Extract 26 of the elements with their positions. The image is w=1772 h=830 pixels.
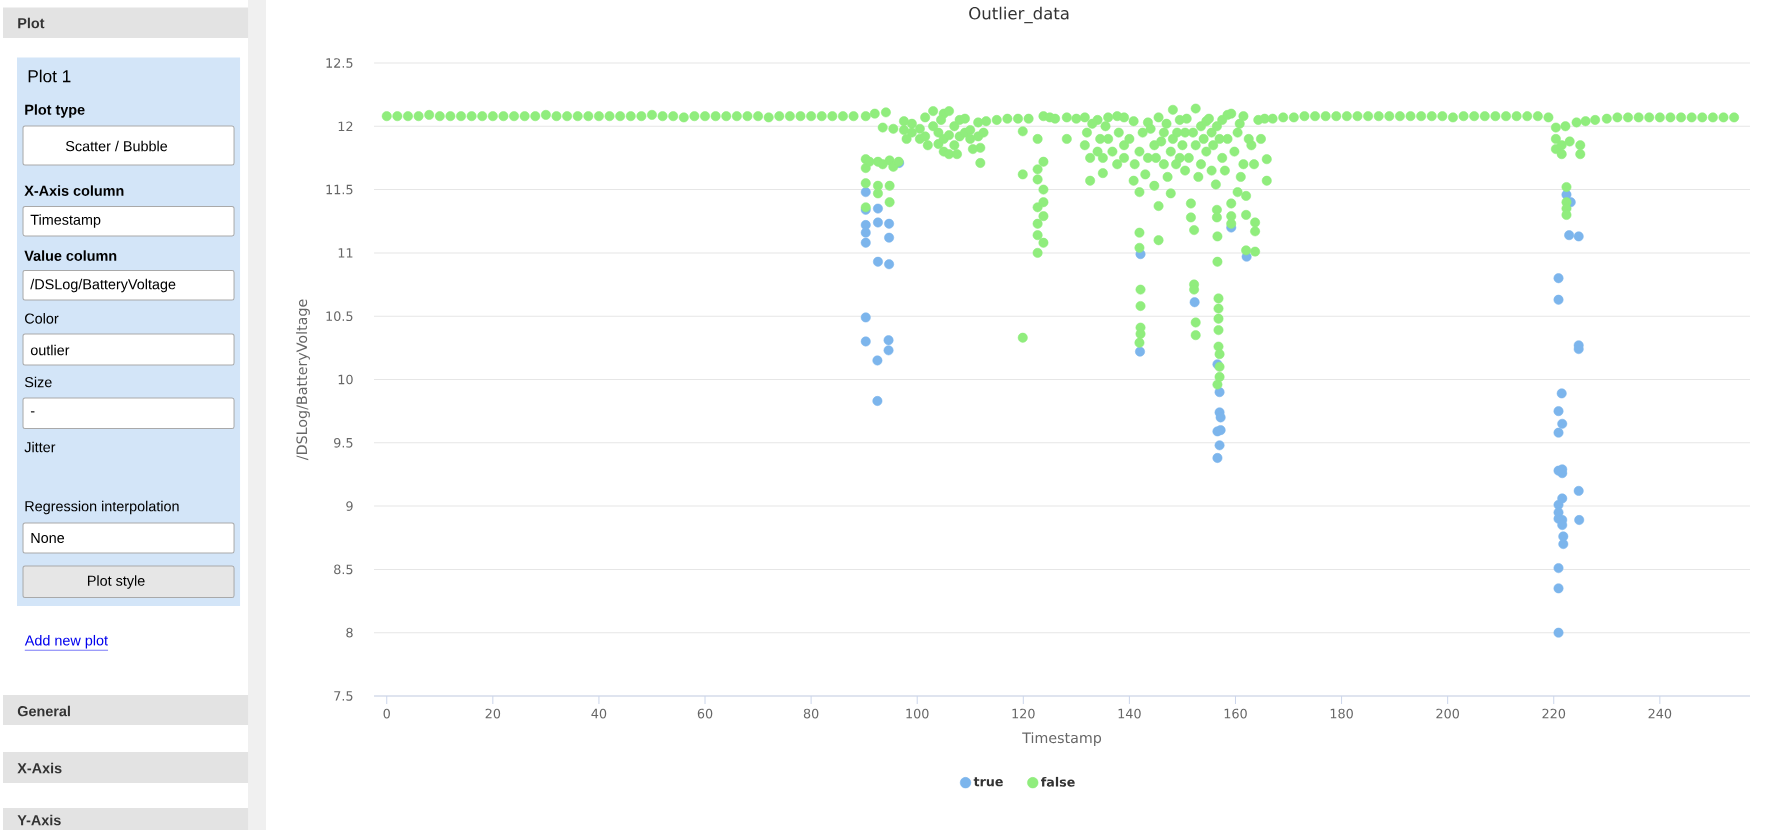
text: Plot 1 (28, 69, 71, 83)
text: Plot style (88, 575, 145, 589)
text: Plot (18, 17, 45, 29)
x-tick-label: 220 (1542, 708, 1566, 719)
text: Jitter (24, 441, 56, 453)
text: Plot type (25, 104, 85, 118)
text: Y-Axis (17, 814, 61, 826)
x-tick-label: 140 (1118, 708, 1141, 719)
x-tick-label: 240 (1648, 708, 1672, 719)
text: X-Axis column (24, 185, 124, 196)
text: - (30, 411, 35, 413)
text: Value column (24, 250, 117, 261)
x-tick-label: 200 (1436, 708, 1460, 719)
text: Scatter / Bubble (65, 140, 168, 152)
text: /DSLog/BatteryVoltage (30, 278, 176, 293)
text: Color (25, 313, 59, 324)
text: Add new plot (24, 634, 108, 649)
text: General (17, 705, 70, 717)
x-tick-label: 160 (1224, 708, 1247, 719)
text: Regression interpolation (25, 500, 179, 515)
text: X-Axis (17, 762, 62, 774)
text: outlier (30, 344, 70, 356)
x-tick-label: 180 (1330, 708, 1353, 719)
text: Timestamp (30, 214, 101, 228)
text: Size (24, 376, 52, 388)
text: None (31, 532, 65, 544)
